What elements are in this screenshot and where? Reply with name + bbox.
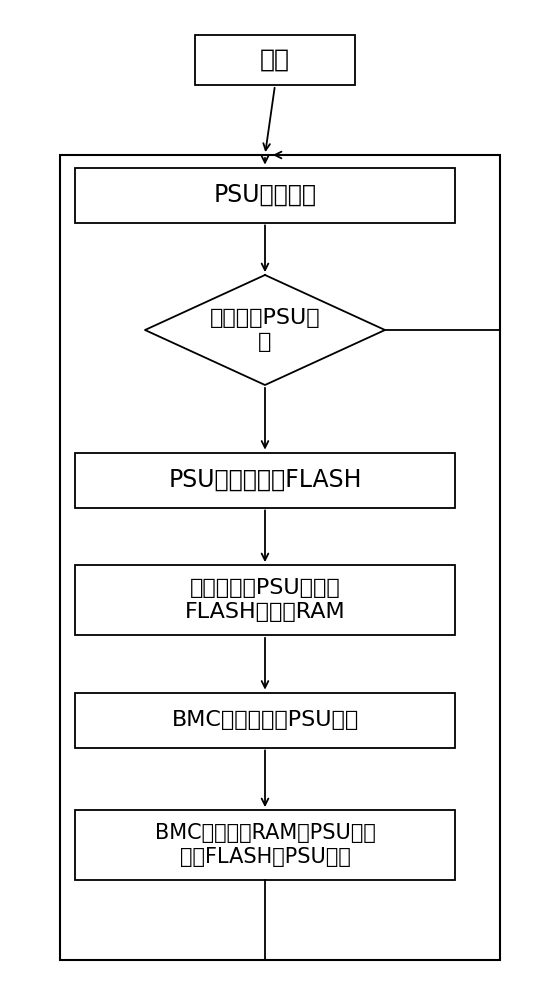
Bar	[75, 565, 455, 635]
Text: 开始: 开始	[260, 48, 290, 72]
Bar	[195, 35, 355, 85]
Bar	[60, 155, 500, 960]
Text: BMC通过控制RAM中PSU信息
清除FLASH中PSU信息: BMC通过控制RAM中PSU信息 清除FLASH中PSU信息	[155, 823, 376, 867]
Bar	[75, 452, 455, 508]
Bar	[75, 810, 455, 880]
Bar	[75, 167, 455, 223]
Bar	[75, 692, 455, 748]
Text: BMC读取并显示PSU信息: BMC读取并显示PSU信息	[172, 710, 359, 730]
Text: PSU信息存储到FLASH: PSU信息存储到FLASH	[168, 468, 362, 492]
Text: 是否发生PSU掉
电: 是否发生PSU掉 电	[210, 308, 320, 352]
Text: PSU掉电检测: PSU掉电检测	[213, 183, 316, 207]
Text: 上电开机后PSU信息从
FLASH同步到RAM: 上电开机后PSU信息从 FLASH同步到RAM	[185, 578, 345, 622]
